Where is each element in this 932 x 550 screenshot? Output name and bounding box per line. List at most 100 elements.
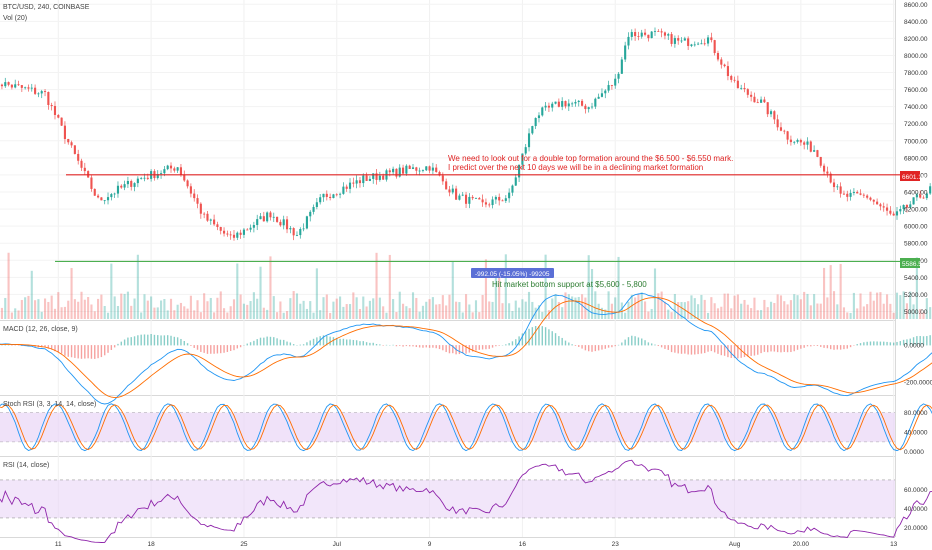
volume-bar	[262, 307, 265, 319]
candle-body	[637, 36, 640, 37]
macd-histogram-bar	[84, 345, 86, 359]
annotation-double-top: We need to look out for a double top for…	[448, 154, 733, 163]
candle-body	[885, 207, 889, 211]
macd-histogram-bar	[104, 345, 106, 356]
macd-histogram-bar	[554, 333, 557, 346]
candle-body	[70, 142, 73, 146]
macd-histogram-bar	[157, 335, 159, 346]
volume-bar	[640, 292, 643, 319]
macd-histogram-bar	[289, 342, 292, 346]
volume-bar	[879, 292, 882, 319]
candle-body	[116, 185, 120, 194]
volume-bar	[315, 268, 318, 319]
macd-histogram-bar	[402, 345, 404, 347]
macd-histogram-bar	[312, 338, 315, 346]
volume-bar	[146, 300, 149, 319]
macd-histogram-bar	[180, 338, 182, 346]
candle-body	[242, 229, 245, 235]
candle-body	[481, 199, 484, 203]
volume-bar	[600, 307, 604, 319]
macd-histogram-bar	[767, 345, 769, 353]
candle-body	[43, 91, 47, 93]
macd-histogram-bar	[829, 345, 832, 350]
rsi-title[interactable]: RSI (14, close)	[3, 462, 49, 469]
macd-histogram-bar	[836, 345, 839, 350]
volume-bar	[736, 294, 739, 319]
volume-bar	[348, 304, 352, 319]
volume-bar	[365, 306, 368, 319]
x-tick-label: 16	[519, 541, 527, 548]
volume-bar	[862, 306, 865, 319]
candle-body	[614, 78, 617, 86]
volume-bar	[183, 306, 186, 319]
candle-body	[378, 175, 381, 180]
price-tick-label: 7400.00	[904, 104, 928, 111]
macd-histogram-bar	[70, 345, 73, 358]
macd-histogram-bar	[465, 345, 467, 354]
candle-body	[120, 185, 123, 188]
macd-histogram-bar	[213, 345, 215, 354]
macd-histogram-bar	[87, 345, 89, 359]
candle-body	[266, 212, 269, 222]
macd-histogram-bar	[727, 345, 729, 358]
volume-bar	[650, 308, 653, 319]
candle-body	[763, 99, 766, 103]
macd-histogram-bar	[339, 338, 341, 346]
candle-body	[634, 32, 637, 37]
macd-histogram-bar	[491, 345, 494, 348]
candle-body	[425, 166, 428, 171]
volume-bar	[93, 311, 96, 319]
symbol-title[interactable]: BTC/USD, 240, COINBASE	[3, 4, 90, 11]
macd-histogram-bar	[515, 339, 517, 346]
macd-histogram-bar	[415, 345, 418, 348]
macd-histogram-bar	[206, 345, 209, 354]
volume-bar	[544, 254, 547, 319]
candle-body	[461, 194, 464, 196]
volume-bar	[716, 308, 720, 319]
volume-bar	[239, 294, 242, 319]
macd-histogram-bar	[249, 342, 252, 346]
stoch-d-line	[0, 404, 932, 451]
candle-body	[501, 200, 504, 202]
volume-bar	[63, 306, 66, 319]
volume-bar	[269, 256, 272, 319]
stoch-tick-label: 40.0000	[904, 430, 928, 437]
macd-histogram-bar	[591, 345, 593, 352]
volume-bar	[660, 291, 663, 319]
candle-body	[0, 84, 4, 87]
volume-bar	[345, 304, 348, 319]
macd-title[interactable]: MACD (12, 26, close, 9)	[3, 326, 78, 333]
candle-body	[630, 32, 633, 37]
candle-body	[919, 194, 922, 198]
macd-histogram-bar	[584, 345, 587, 351]
macd-histogram-bar	[820, 345, 822, 347]
volume-bar	[733, 295, 736, 319]
candle-body	[435, 167, 438, 172]
candle-body	[309, 211, 312, 217]
macd-histogram-bar	[475, 345, 477, 351]
candle-body	[534, 118, 537, 127]
candle-body	[441, 175, 444, 182]
candle-body	[395, 168, 398, 177]
candle-body	[799, 139, 802, 143]
macd-histogram-bar	[203, 345, 205, 353]
macd-histogram-bar	[518, 336, 520, 346]
volume-bar	[836, 304, 839, 319]
volume-bar	[607, 291, 610, 319]
volume-bar	[206, 301, 209, 319]
volume-bar	[222, 308, 226, 319]
macd-histogram-bar	[796, 345, 799, 350]
stoch-rsi-title[interactable]: Stoch RSI (3, 3, 14, 14, close)	[3, 401, 96, 408]
candle-body	[816, 150, 819, 157]
volume-bar	[57, 292, 60, 319]
volume-bar	[905, 303, 908, 319]
candle-body	[106, 197, 110, 201]
axes: 111825Jul91623Aug20.00132026Sep101724Oct…	[55, 2, 932, 548]
candle-body	[292, 228, 295, 236]
candle-body	[428, 166, 431, 171]
volume-bar	[266, 309, 269, 319]
volume-bar	[481, 294, 484, 319]
macd-histogram-bar	[723, 345, 726, 356]
macd-histogram-bar	[926, 336, 928, 346]
